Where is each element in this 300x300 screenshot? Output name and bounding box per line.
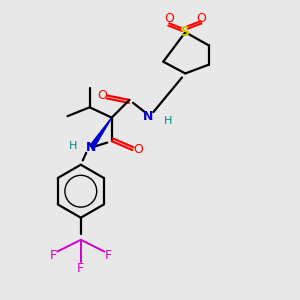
Text: N: N: [143, 110, 154, 123]
Text: S: S: [180, 25, 190, 39]
Text: O: O: [97, 89, 107, 102]
Text: O: O: [164, 12, 174, 25]
Text: F: F: [50, 249, 57, 262]
Text: F: F: [77, 262, 84, 275]
Text: O: O: [133, 143, 143, 157]
Text: N: N: [86, 141, 96, 154]
Text: F: F: [104, 249, 112, 262]
Text: H: H: [164, 116, 172, 126]
Text: O: O: [196, 12, 206, 25]
Text: H: H: [69, 141, 78, 151]
Polygon shape: [90, 118, 112, 148]
